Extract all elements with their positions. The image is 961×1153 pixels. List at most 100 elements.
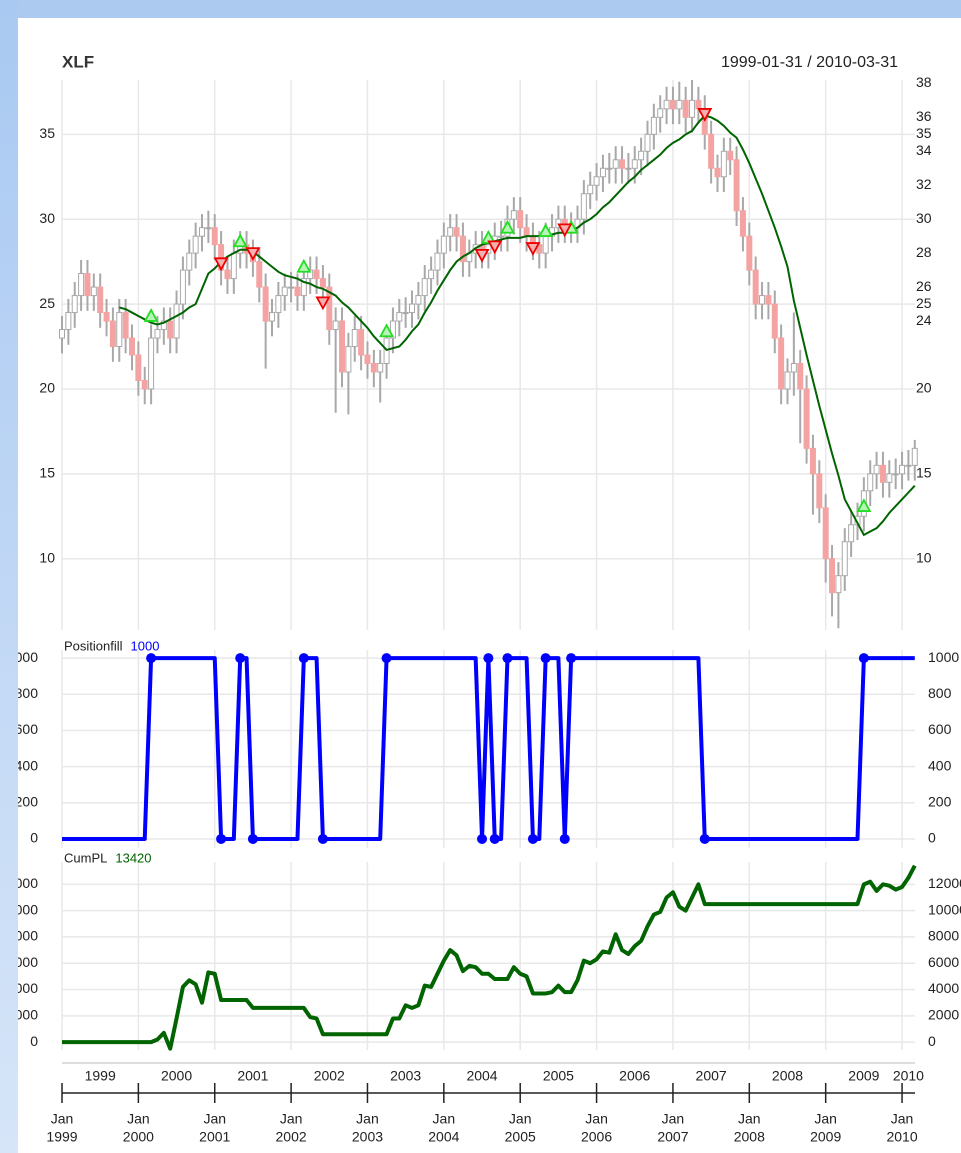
candle-body <box>689 99 696 118</box>
candle-body <box>835 575 842 594</box>
candle-body <box>256 261 263 288</box>
candle-body <box>179 269 186 305</box>
candle-body <box>867 473 874 492</box>
y-tick-label-right: 8000 <box>928 928 959 944</box>
x-tick-year: 2010 <box>886 1129 917 1145</box>
series-point <box>146 653 157 664</box>
buy-signal <box>143 308 159 322</box>
year-label: 2008 <box>772 1068 803 1084</box>
candle-body <box>116 312 123 348</box>
candle-body <box>199 227 206 237</box>
y2-tick-label: 32 <box>916 176 932 192</box>
sell-signal <box>315 296 331 311</box>
candle-body <box>294 286 301 297</box>
series-point <box>489 833 500 844</box>
sell-signal <box>525 242 541 256</box>
candle-body <box>300 278 307 297</box>
candle-body <box>396 312 403 322</box>
candle-body <box>345 346 352 373</box>
year-label: 2005 <box>543 1068 574 1084</box>
candle-body <box>409 303 416 314</box>
y2-tick-label: 36 <box>916 108 932 124</box>
candle-body <box>873 464 880 475</box>
buy-signal <box>379 323 395 338</box>
series-point <box>216 833 227 844</box>
y-tick-label-right: 10000 <box>928 901 961 917</box>
candle-body <box>389 320 396 339</box>
candle-body <box>319 278 326 288</box>
candle-body <box>122 312 129 339</box>
candle-body <box>129 337 136 356</box>
candle-body <box>619 159 626 169</box>
y2-tick-label: 26 <box>916 278 932 294</box>
candle-body <box>886 473 893 483</box>
candle-body <box>230 252 237 280</box>
candle-body <box>848 524 855 543</box>
y-tick-label: 800 <box>15 685 39 701</box>
y-tick-label-right: 2000 <box>928 1007 959 1023</box>
sell-signal <box>557 223 573 238</box>
year-label: 2001 <box>237 1068 268 1084</box>
candle-body <box>580 193 587 220</box>
candle-body <box>797 362 804 390</box>
candle-body <box>440 235 447 254</box>
x-tick-year: 2009 <box>810 1129 841 1145</box>
candle-body <box>71 295 78 314</box>
candle-body <box>593 176 600 186</box>
candle-body <box>313 269 320 280</box>
candle-body <box>307 269 314 280</box>
panel-title: CumPL <box>64 850 107 865</box>
candle-body <box>803 388 810 449</box>
y-tick-label-right: 4000 <box>928 980 959 996</box>
candle-body <box>103 312 110 322</box>
candle-body <box>829 558 836 594</box>
candle-body <box>224 269 231 280</box>
series-point <box>381 653 392 664</box>
candle-body <box>485 244 492 254</box>
x-tick-month: Jan <box>356 1111 379 1127</box>
candle-body <box>141 379 148 390</box>
x-tick-month: Jan <box>509 1111 532 1127</box>
x-tick-year: 2004 <box>428 1129 459 1145</box>
candle-body <box>192 235 199 254</box>
candle-body <box>97 286 104 314</box>
candle-body <box>752 269 759 305</box>
candle-body <box>638 150 645 161</box>
y-tick-label: 600 <box>15 721 39 737</box>
candle-body <box>644 133 651 152</box>
year-label: 2002 <box>314 1068 345 1084</box>
panel-title: Positionfill <box>64 638 123 653</box>
x-tick-month: Jan <box>814 1111 837 1127</box>
candle-body <box>892 473 899 476</box>
y2-tick-label: 15 <box>916 465 932 481</box>
candle-body <box>778 337 785 390</box>
candle-body <box>428 269 435 280</box>
candle-body <box>59 329 65 339</box>
y2-tick-label: 24 <box>916 312 932 328</box>
x-tick-month: Jan <box>738 1111 761 1127</box>
candle-body <box>135 354 142 381</box>
y-tick-label-right: 12000 <box>928 875 961 891</box>
y-tick-label: 20 <box>39 380 55 396</box>
candle-body <box>695 99 702 110</box>
x-tick-month: Jan <box>891 1111 914 1127</box>
candle-body <box>109 320 116 348</box>
candle-body <box>727 150 734 161</box>
y2-tick-label: 10 <box>916 549 932 565</box>
y-tick-label: 30 <box>39 210 55 226</box>
candle-body <box>402 312 409 315</box>
chart-subtitle: 1999-01-31 / 2010-03-31 <box>721 54 898 71</box>
candle-body <box>370 362 377 373</box>
y-tick-label: 25 <box>39 295 55 311</box>
candle-body <box>809 447 816 475</box>
candle-body <box>905 464 912 467</box>
sell-signal <box>474 248 490 263</box>
candle-body <box>173 303 180 339</box>
candle-body <box>358 329 365 356</box>
candle-body <box>510 210 517 220</box>
x-tick-year: 2007 <box>657 1129 688 1145</box>
sell-signal <box>487 240 503 255</box>
candle-body <box>587 184 594 195</box>
candle-body <box>262 286 269 322</box>
